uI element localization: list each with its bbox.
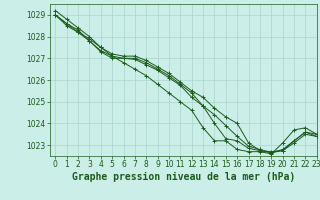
X-axis label: Graphe pression niveau de la mer (hPa): Graphe pression niveau de la mer (hPa) xyxy=(72,172,295,182)
